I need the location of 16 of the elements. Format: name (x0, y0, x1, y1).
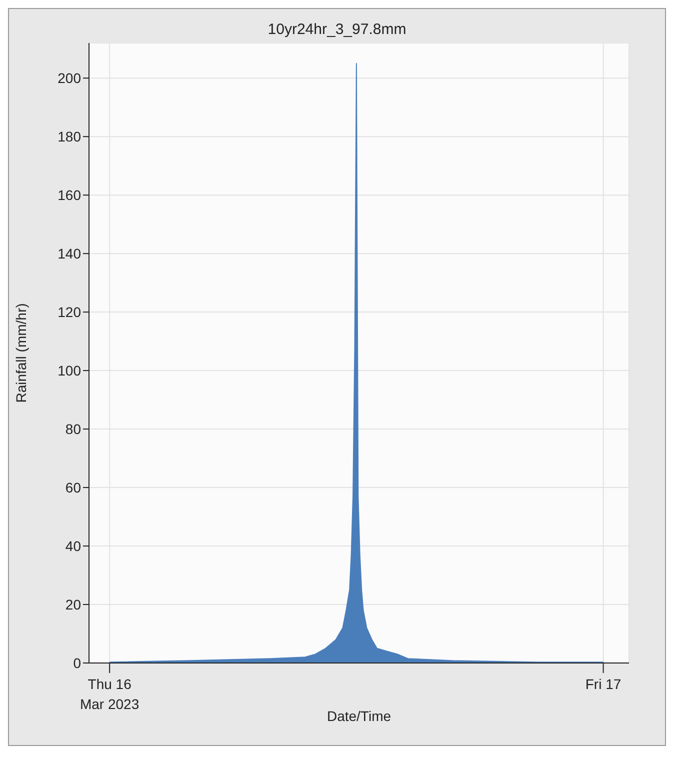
y-axis-title: Rainfall (mm/hr) (12, 303, 29, 403)
x-axis-title: Date/Time (326, 708, 392, 724)
y-tick-label: 100 (58, 362, 82, 379)
y-tick-label: 40 (65, 538, 82, 554)
y-tick-label: 120 (58, 304, 82, 320)
y-tick-label: 0 (73, 654, 82, 671)
x-tick-label: Fri 17 (585, 676, 622, 692)
chart-title: 10yr24hr_3_97.8mm (266, 21, 408, 38)
y-tick-label: 180 (58, 128, 82, 145)
y-tick-label: 60 (65, 480, 82, 496)
y-tick-label: 140 (58, 246, 82, 262)
y-tick-label: 160 (58, 187, 82, 204)
x-tick-label: Thu 16 Mar 2023 (80, 676, 140, 712)
y-tick-label: 80 (65, 421, 82, 438)
y-tick-label: 20 (65, 596, 82, 612)
y-tick-label: 200 (58, 70, 82, 86)
